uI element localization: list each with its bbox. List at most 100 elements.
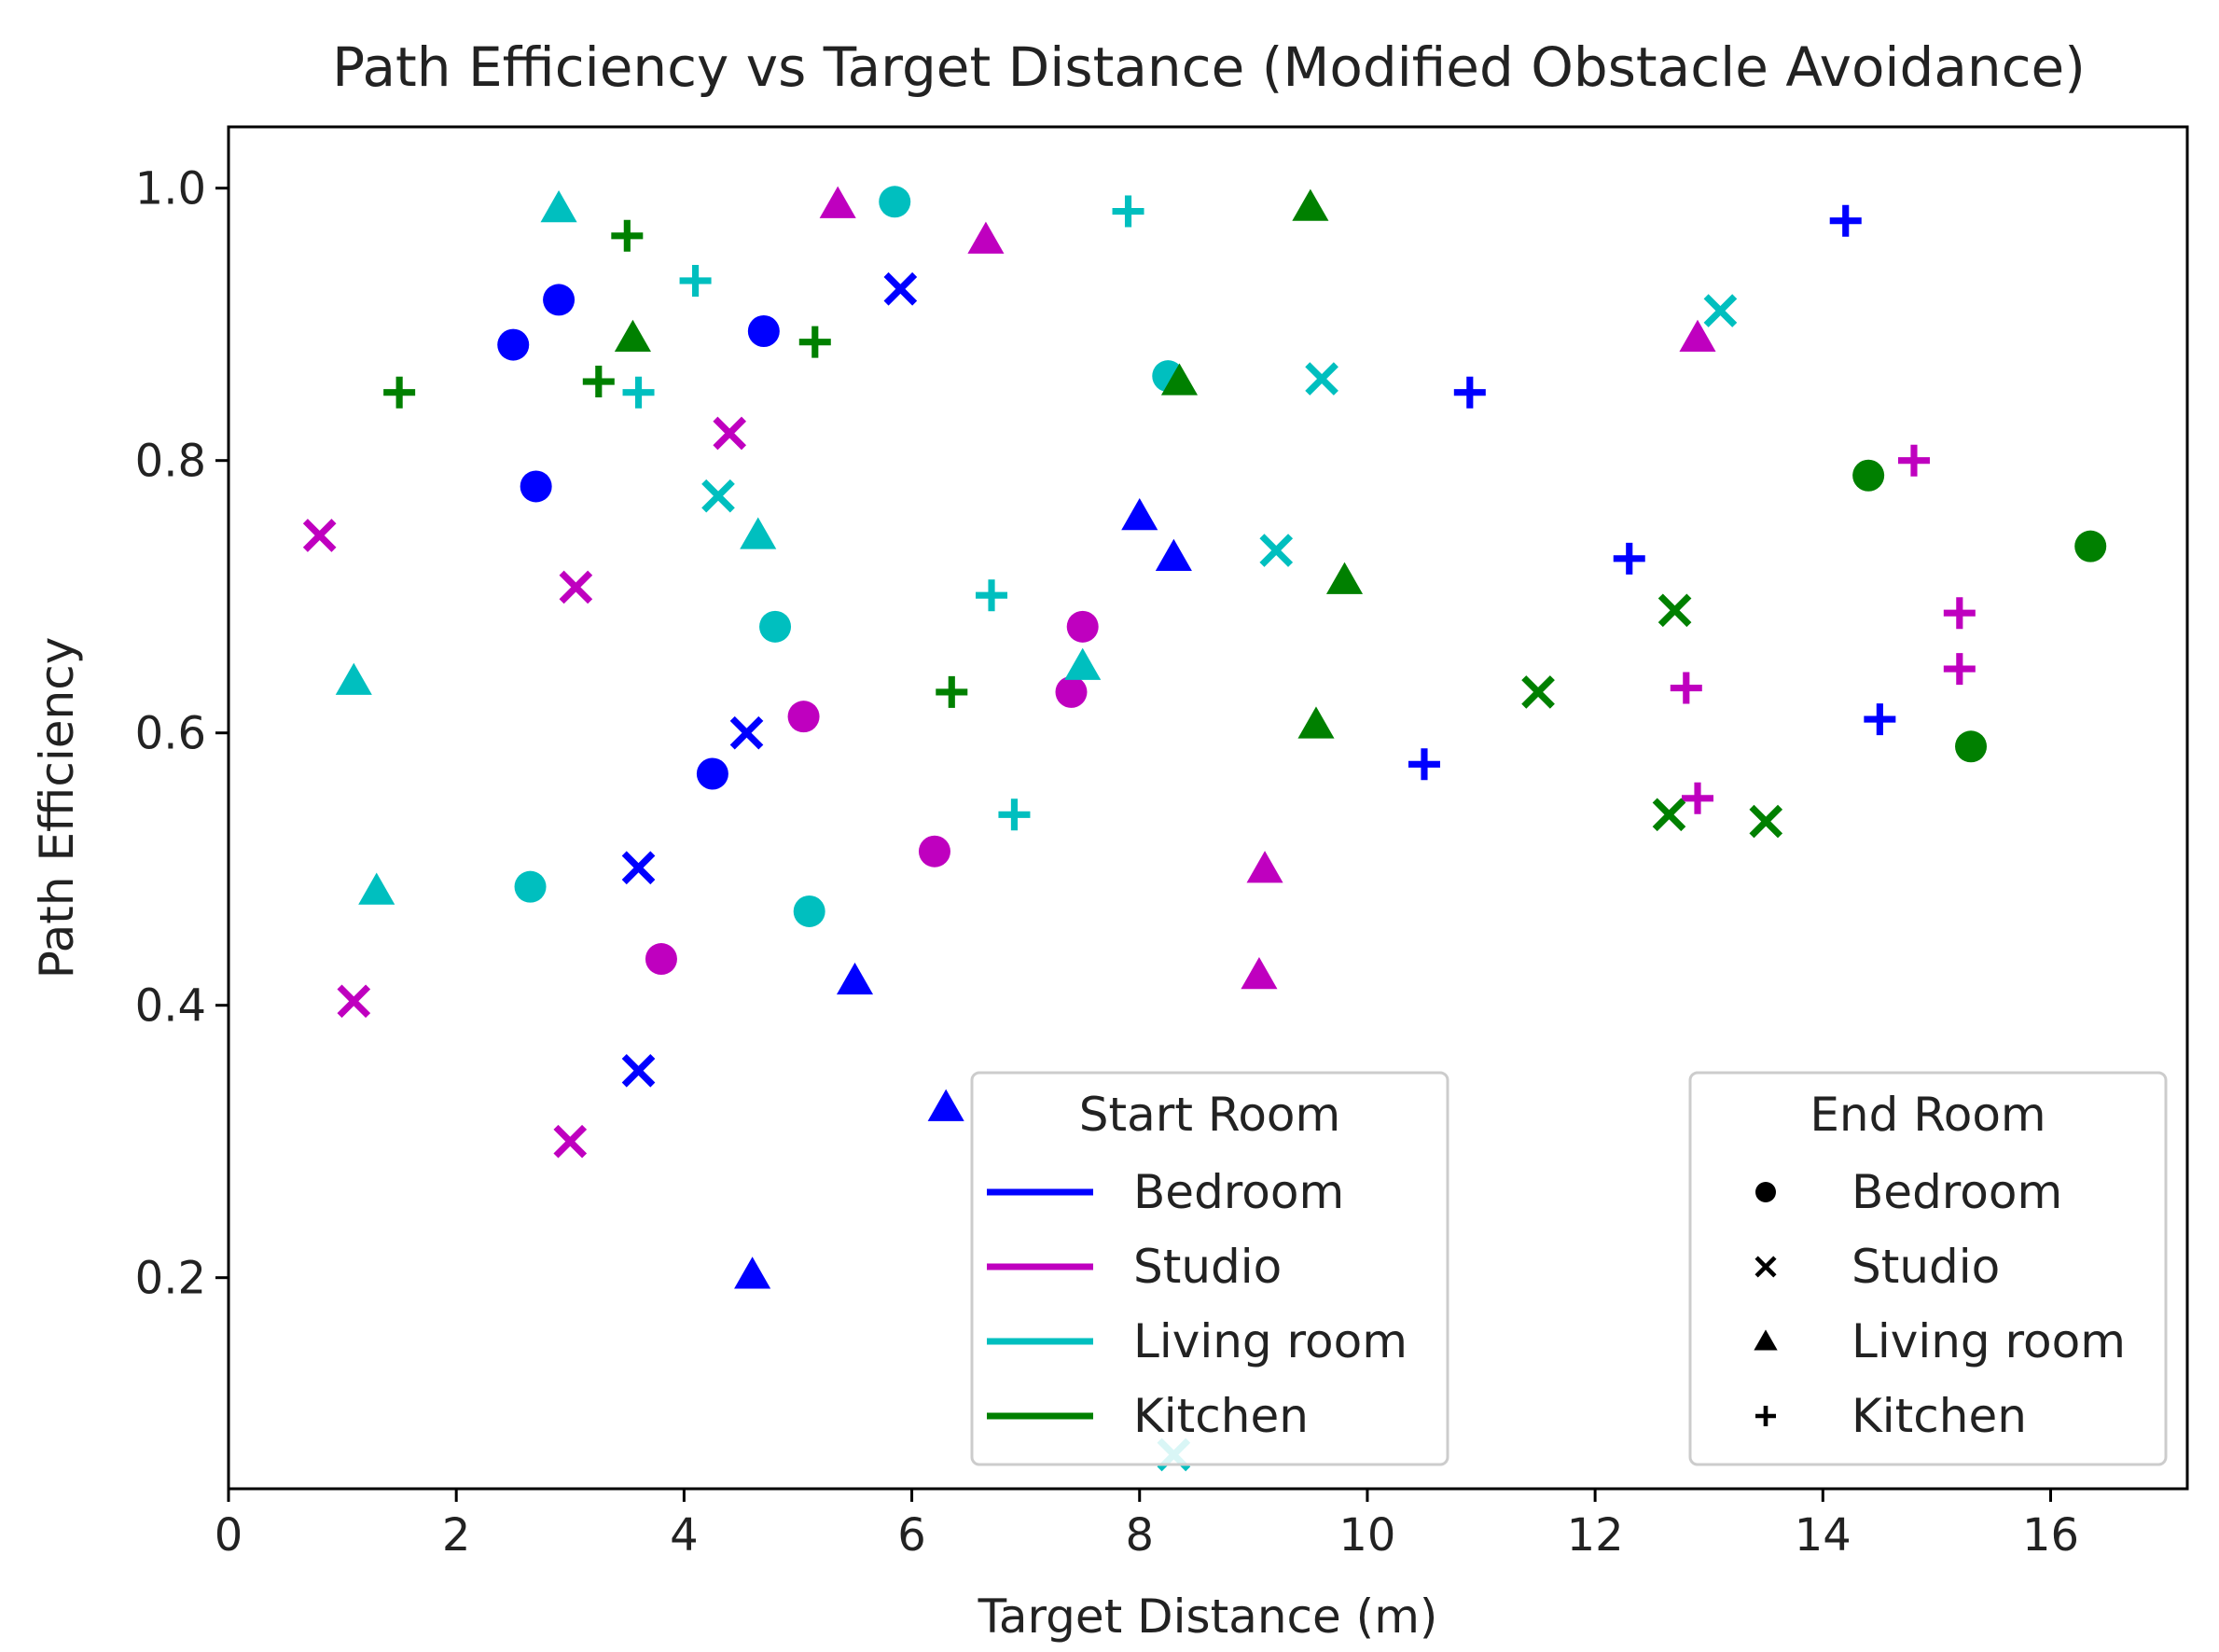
- data-point-living-to-living: [335, 662, 372, 695]
- data-point-bedroom-to-living: [836, 962, 874, 995]
- data-point-studio-to-living: [1241, 957, 1278, 990]
- x-tick-label: 6: [897, 1509, 926, 1562]
- x-tick-label: 2: [442, 1509, 471, 1562]
- data-point-kitchen-to-bedroom: [1852, 459, 1885, 492]
- data-point-kitchen-to-kitchen: [798, 326, 831, 358]
- data-point-living-to-studio: [701, 479, 735, 513]
- data-point-studio-to-living: [967, 221, 1005, 254]
- data-point-bedroom-to-bedroom: [543, 284, 576, 316]
- data-point-kitchen-to-living: [1325, 562, 1364, 594]
- x-axis: 0 2 4 6 8 10 12 14 16: [215, 1489, 2079, 1562]
- data-point-studio-to-studio: [337, 984, 371, 1019]
- data-point-studio-to-living: [1679, 319, 1716, 352]
- legend-end-bedroom-icon: [1755, 1182, 1776, 1202]
- data-point-living-to-bedroom: [793, 895, 825, 927]
- data-point-studio-to-studio: [302, 519, 337, 552]
- x-tick-label: 8: [1125, 1509, 1154, 1562]
- data-point-studio-to-bedroom: [1066, 610, 1099, 643]
- data-point-bedroom-to-kitchen: [1408, 748, 1440, 781]
- legend-end-bedroom-label: Bedroom: [1851, 1165, 2062, 1219]
- data-point-kitchen-to-kitchen: [611, 219, 644, 252]
- legend-start-room: Start Room Bedroom Studio Living room Kitch…: [970, 1071, 1449, 1466]
- data-point-living-to-kitchen: [1112, 195, 1144, 228]
- data-point-living-to-kitchen: [976, 579, 1008, 612]
- data-point-living-to-bedroom: [879, 186, 911, 218]
- plot-frame: [227, 125, 2189, 1491]
- data-point-living-to-kitchen: [998, 798, 1031, 831]
- legend-start-entries: Bedroom Studio Living room Kitchen: [987, 1165, 1408, 1443]
- data-point-bedroom-to-bedroom: [696, 757, 728, 790]
- legend-end-room: End Room Bedroom Studio Living room Kitchen: [1688, 1071, 2168, 1466]
- legend-start-bedroom-label: Bedroom: [1133, 1165, 1344, 1219]
- data-point-kitchen-to-bedroom: [2074, 530, 2107, 562]
- y-tick-label: 0.2: [135, 1253, 206, 1305]
- y-tick-label: 1.0: [135, 163, 206, 215]
- legend-end-room-box: [1688, 1071, 2168, 1466]
- data-point-living-to-studio: [1305, 362, 1338, 396]
- data-point-kitchen-to-studio: [1652, 798, 1686, 832]
- data-point-studio-to-living: [819, 186, 856, 218]
- data-point-bedroom-to-living: [1121, 498, 1158, 531]
- data-point-studio-to-kitchen: [1943, 653, 1976, 686]
- data-point-studio-to-bedroom: [645, 943, 677, 976]
- data-point-living-to-bedroom: [514, 870, 547, 903]
- legend-start-room-title: Start Room: [1079, 1088, 1340, 1142]
- data-point-kitchen-to-kitchen: [383, 376, 416, 409]
- data-point-bedroom-to-studio: [729, 715, 764, 750]
- x-tick-label: 0: [215, 1509, 243, 1562]
- x-tick-label: 12: [1567, 1509, 1624, 1562]
- x-tick-label: 10: [1338, 1509, 1395, 1562]
- data-point-kitchen-to-kitchen: [582, 366, 615, 398]
- data-point-kitchen-to-studio: [1657, 593, 1692, 628]
- legend-end-entries: Bedroom Studio Living room Kitchen: [1754, 1165, 2126, 1443]
- legend-end-studio-icon: [1754, 1256, 1777, 1278]
- data-point-studio-to-kitchen: [1670, 672, 1702, 704]
- data-point-bedroom-to-living: [734, 1256, 771, 1289]
- data-point-living-to-living: [358, 872, 395, 905]
- data-point-studio-to-living: [1246, 851, 1283, 883]
- data-point-studio-to-bedroom: [918, 835, 950, 868]
- data-point-living-to-studio: [1259, 534, 1294, 567]
- x-axis-label: Target Distance (m): [978, 1590, 1438, 1644]
- data-point-bedroom-to-studio: [883, 271, 918, 306]
- data-point-living-to-living: [1064, 647, 1102, 680]
- data-point-studio-to-studio: [553, 1124, 588, 1159]
- y-axis-label: Path Efficiency: [30, 637, 84, 979]
- data-point-living-to-bedroom: [759, 610, 792, 643]
- data-point-studio-to-bedroom: [1055, 675, 1088, 708]
- legend-end-kitchen-label: Kitchen: [1851, 1389, 2027, 1443]
- data-point-bedroom-to-kitchen: [1613, 542, 1645, 575]
- data-point-kitchen-to-living: [1297, 706, 1335, 739]
- legend-end-room-title: End Room: [1810, 1088, 2046, 1142]
- x-tick-label: 4: [670, 1509, 699, 1562]
- data-point-bedroom-to-living: [927, 1089, 964, 1121]
- data-point-living-to-living: [740, 517, 777, 549]
- data-point-kitchen-to-living: [1160, 363, 1199, 396]
- data-point-kitchen-to-studio: [1521, 675, 1555, 709]
- data-point-studio-to-studio: [559, 570, 593, 604]
- data-point-bedroom-to-bedroom: [497, 328, 530, 361]
- legend-start-studio-label: Studio: [1133, 1240, 1282, 1294]
- data-point-bedroom-to-kitchen: [1453, 376, 1486, 409]
- data-point-bedroom-to-living: [1155, 538, 1192, 572]
- data-point-kitchen-to-studio: [1749, 804, 1783, 839]
- data-point-bedroom-to-bedroom: [520, 470, 552, 503]
- data-point-bedroom-to-bedroom: [747, 315, 780, 347]
- data-point-kitchen-to-living: [614, 319, 651, 352]
- legend-end-living-label: Living room: [1851, 1314, 2126, 1368]
- legend-end-living-icon: [1754, 1329, 1778, 1351]
- data-point-living-to-kitchen: [679, 264, 712, 297]
- data-point-studio-to-studio: [713, 416, 747, 451]
- data-point-kitchen-to-kitchen: [936, 675, 968, 708]
- data-point-studio-to-kitchen: [1897, 444, 1930, 477]
- y-tick-label: 0.8: [135, 436, 206, 488]
- data-point-kitchen-to-bedroom: [1955, 730, 1988, 763]
- data-point-bedroom-to-kitchen: [1829, 204, 1862, 237]
- data-point-studio-to-bedroom: [787, 701, 820, 733]
- legend-end-studio-label: Studio: [1851, 1240, 2000, 1294]
- y-axis: 0.2 0.4 0.6 0.8 1.0: [135, 163, 229, 1305]
- x-tick-label: 16: [2022, 1509, 2079, 1562]
- y-tick-label: 0.4: [135, 980, 206, 1033]
- legend-start-room-box: [970, 1071, 1449, 1466]
